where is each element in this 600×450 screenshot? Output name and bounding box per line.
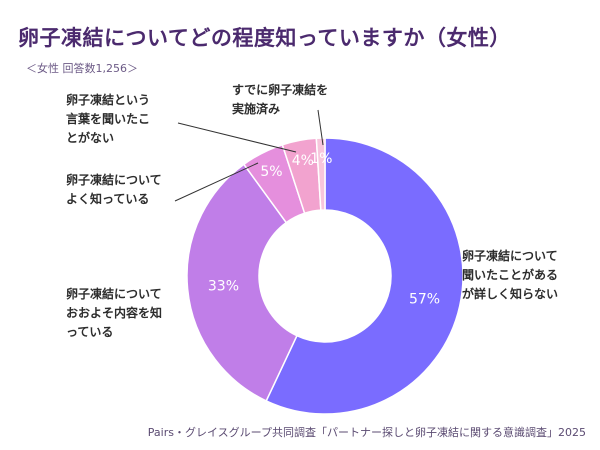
chart-source: Pairs・グレイスグループ共同調査「パートナー探しと卵子凍結に関する意識調査」… (147, 426, 586, 439)
slice-value-label-0: 57% (409, 291, 440, 307)
slice-value-label-3: 4% (292, 153, 314, 169)
category-label-2: 卵子凍結についてよく知っている (66, 172, 162, 206)
chart-subtitle: ＜女性 回答数1,256＞ (26, 62, 138, 75)
donut-slice-0 (265, 137, 464, 415)
leader-line-2 (174, 162, 259, 202)
category-label-1: 卵子凍結についておおよそ内容を知っている (66, 286, 162, 339)
category-label-0: 卵子凍結について聞いたことがあるが詳しく知らない (462, 248, 558, 301)
slice-value-label-4: 1% (310, 151, 332, 167)
donut-slice-4 (315, 137, 326, 211)
donut-slice-1 (186, 163, 298, 402)
slice-value-label-1: 33% (208, 279, 239, 295)
leader-line-4 (317, 109, 324, 146)
leader-line-3 (177, 122, 297, 153)
category-label-4: すでに卵子凍結を実施済み (232, 82, 328, 116)
slice-value-label-2: 5% (260, 164, 282, 180)
chart-title: 卵子凍結についてどの程度知っていますか（女性） (18, 26, 511, 50)
category-label-3: 卵子凍結という言葉を聞いたことがない (66, 92, 150, 145)
